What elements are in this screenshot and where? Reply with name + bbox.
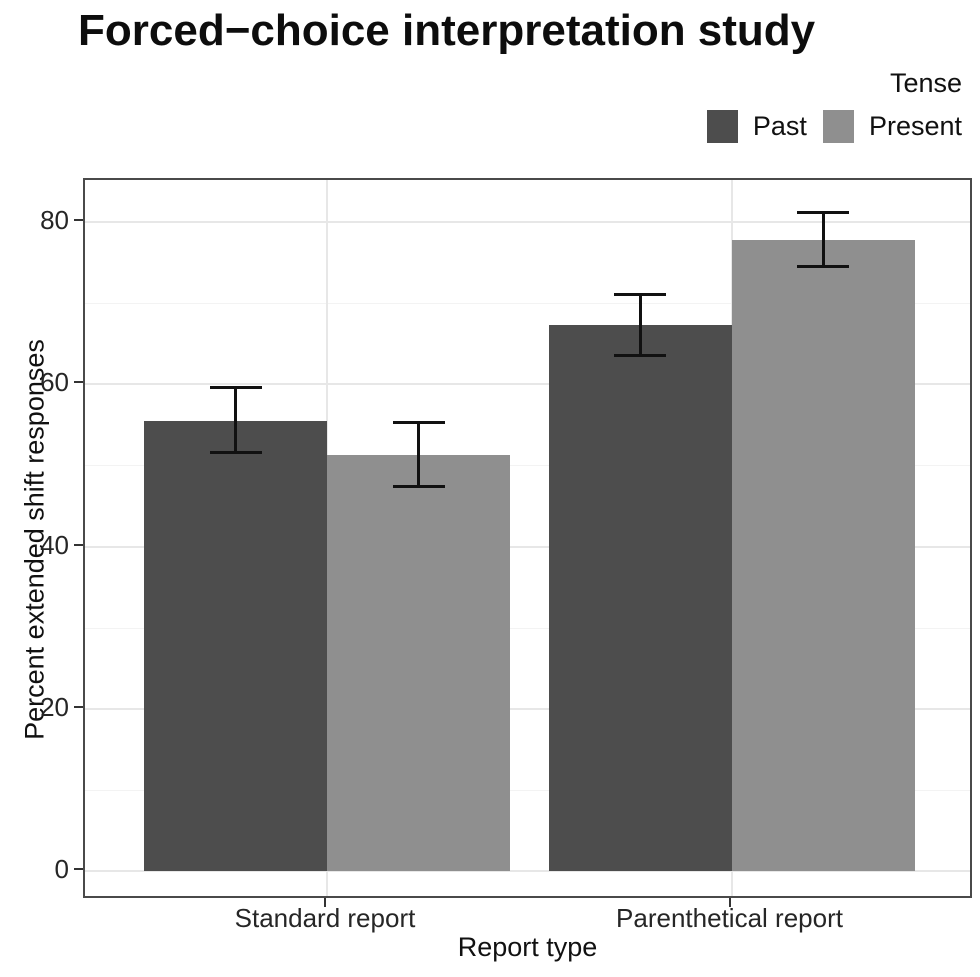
- legend-label-past: Past: [752, 111, 807, 141]
- legend-item-present: Present: [822, 110, 962, 143]
- y-tick-label-20: 20: [40, 691, 69, 722]
- legend-items: Past Present: [691, 110, 962, 143]
- x-tick-mark-standard-report: [324, 898, 326, 907]
- x-tick-label-parenthetical-report: Parenthetical report: [616, 903, 843, 933]
- gridline-y-40: [85, 545, 970, 548]
- legend-key-present: [822, 110, 854, 143]
- y-tick-mark-80: [74, 219, 83, 221]
- chart-title: Forced−choice interpretation study: [78, 6, 816, 55]
- y-tick-label-60: 60: [40, 367, 69, 398]
- errorbar-past-standard-report-line: [234, 385, 237, 454]
- bar-present-parenthetical-report: [731, 239, 915, 871]
- gridline-y-minor-10: [85, 789, 970, 791]
- gridline-y-20: [85, 707, 970, 710]
- y-tick-mark-0: [74, 868, 83, 870]
- plot-panel: [83, 178, 972, 898]
- gridline-y-80: [85, 221, 970, 223]
- errorbar-past-parenthetical-report-line: [638, 292, 642, 357]
- y-tick-mark-40: [74, 543, 83, 546]
- gridline-y-minor-70: [85, 303, 970, 305]
- y-tick-label-40: 40: [40, 529, 69, 560]
- gridline-y-0: [85, 870, 970, 872]
- errorbar-present-standard-report-line: [417, 420, 420, 489]
- legend-label-present: Present: [868, 111, 962, 141]
- y-tick-mark-60: [74, 381, 83, 384]
- errorbar-present-parenthetical-report-line: [821, 211, 825, 269]
- y-tick-label-80: 80: [40, 205, 69, 235]
- bar-present-standard-report: [327, 454, 510, 871]
- legend-item-past: Past: [706, 110, 807, 143]
- bar-past-parenthetical-report: [548, 325, 732, 871]
- x-tick-label-standard-report: Standard report: [234, 903, 416, 933]
- gridline-y-minor-50: [85, 465, 970, 467]
- legend-title: Tense: [889, 68, 962, 98]
- gridline-y-minor-30: [85, 627, 970, 629]
- x-axis-title: Report type: [457, 932, 598, 962]
- y-tick-mark-20: [74, 705, 83, 708]
- gridline-y-60: [85, 383, 970, 386]
- legend-key-past: [706, 110, 738, 143]
- legend: Tense Past Present: [691, 68, 962, 143]
- x-tick-mark-parenthetical-report: [728, 898, 731, 907]
- bar-past-standard-report: [144, 420, 327, 871]
- y-tick-label-0: 0: [54, 854, 69, 884]
